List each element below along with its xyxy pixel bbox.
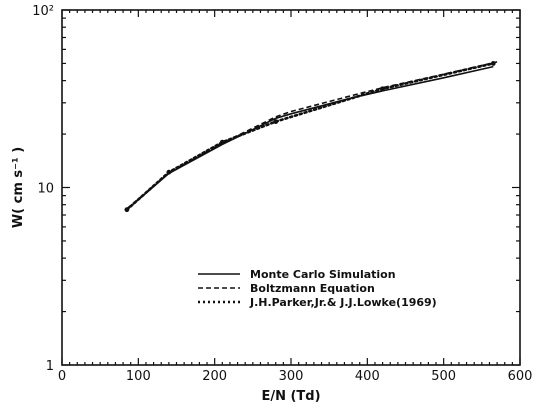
x-tick-label: 400 bbox=[355, 369, 380, 384]
plot-frame bbox=[61, 9, 521, 366]
y-tick-label: 10 bbox=[37, 182, 54, 197]
x-tick-label: 600 bbox=[508, 369, 533, 384]
x-tick-label: 300 bbox=[279, 369, 304, 384]
y-axis-label: W( cm s⁻¹ ) bbox=[11, 147, 26, 228]
x-tick-label: 200 bbox=[202, 369, 227, 384]
x-tick-label: 0 bbox=[58, 369, 66, 384]
y-tick-label: 10² bbox=[32, 4, 54, 19]
data-point bbox=[219, 139, 225, 145]
data-point bbox=[380, 86, 385, 92]
ticks-layer: 0 100 200 300 400 500 600 1 10 10² bbox=[32, 4, 532, 384]
series-line-1 bbox=[126, 61, 498, 210]
x-tick-label: 100 bbox=[126, 369, 151, 384]
x-axis-label: E/N (Td) bbox=[261, 389, 320, 404]
data-point bbox=[273, 119, 279, 125]
data-point bbox=[124, 207, 130, 213]
x-tick-label: 500 bbox=[431, 369, 456, 384]
legend-label-parker-lowke: J.H.Parker,Jr.& J.J.Lowke(1969) bbox=[249, 296, 437, 309]
legend-label-boltzmann: Boltzmann Equation bbox=[250, 282, 375, 295]
series-layer bbox=[124, 61, 498, 213]
series-line-2 bbox=[125, 62, 495, 211]
data-point bbox=[166, 169, 172, 175]
legend-label-monte-carlo: Monte Carlo Simulation bbox=[250, 268, 396, 281]
data-point bbox=[490, 61, 496, 66]
series-line-0 bbox=[126, 65, 494, 211]
y-tick-label: 1 bbox=[46, 359, 54, 374]
legend: Monte Carlo Simulation Boltzmann Equatio… bbox=[198, 268, 437, 309]
